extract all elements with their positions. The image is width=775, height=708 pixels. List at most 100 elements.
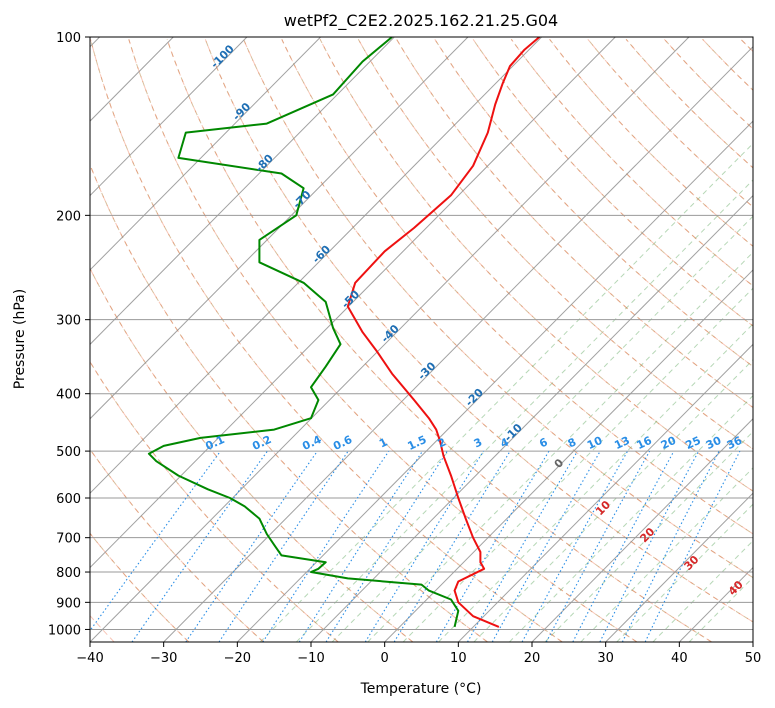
mixing-ratio-label: 10 xyxy=(585,434,605,452)
mixing-ratio-label: 0.2 xyxy=(250,433,273,453)
x-tick-label: −40 xyxy=(76,651,103,666)
x-tick-label: 30 xyxy=(597,651,614,666)
mixing-ratio-label: 3 xyxy=(472,435,484,450)
adiabat-line xyxy=(128,39,638,642)
mixing-ratio-label: 1.5 xyxy=(405,433,428,453)
isotherm-line xyxy=(90,37,616,569)
mixing-ratio-label: 6 xyxy=(537,435,550,450)
adiabat-line xyxy=(549,38,753,247)
isotherm-line xyxy=(90,37,542,494)
isotherm-label: -50 xyxy=(339,288,362,311)
x-tick-label: 20 xyxy=(524,651,541,666)
moist-adiabat-line xyxy=(652,540,753,642)
moist-adiabat-label: 10 xyxy=(593,498,613,518)
isotherm-line xyxy=(163,46,753,642)
mixing-ratio-label: 36 xyxy=(725,434,745,452)
dry-adiabat-line xyxy=(510,39,753,287)
adiabat-line xyxy=(90,448,264,642)
mixing-ratio-line xyxy=(131,450,268,642)
isotherm-line xyxy=(236,120,753,642)
isotherm-line xyxy=(90,37,321,271)
x-tick-label: 50 xyxy=(745,651,762,666)
isotherm-line xyxy=(90,37,690,642)
adiabat-line xyxy=(319,39,753,492)
y-tick-label: 200 xyxy=(56,209,81,224)
dry-adiabat-line xyxy=(90,163,488,642)
dry-adiabat-line xyxy=(204,39,753,623)
dry-adiabat-line xyxy=(396,39,753,409)
x-tick-label: −10 xyxy=(297,651,324,666)
y-tick-label: 400 xyxy=(56,388,81,403)
y-tick-label: 500 xyxy=(56,445,81,460)
dewpoint-line xyxy=(147,37,460,628)
temperature-line xyxy=(346,37,541,628)
adiabat-line xyxy=(625,38,753,169)
isotherm-label: -40 xyxy=(379,322,402,345)
moist-adiabat-line xyxy=(259,142,753,642)
moist-adiabat-label: 40 xyxy=(726,578,746,598)
x-axis: −40 −30 −20 −10 0 10 20 30 40 50 xyxy=(76,642,761,666)
x-tick-label: −30 xyxy=(150,651,177,666)
mixing-ratio-label: 0.6 xyxy=(331,433,354,453)
isotherm-line xyxy=(90,37,248,197)
x-tick-label: 10 xyxy=(450,651,467,666)
moist-adiabat-line xyxy=(367,251,753,642)
dry-adiabat-line xyxy=(319,39,753,492)
dry-adiabat-line xyxy=(128,39,638,642)
mixing-ratio-label: 25 xyxy=(683,434,702,452)
mixing-ratio-line xyxy=(325,450,448,642)
adiabat-line xyxy=(472,39,753,327)
mixing-ratio-line xyxy=(185,450,318,642)
dry-adiabat-line xyxy=(434,39,753,368)
dry-adiabat-line xyxy=(472,39,753,327)
mixing-ratio-line xyxy=(545,450,651,642)
adiabat-line xyxy=(90,532,190,642)
isotherm-line xyxy=(90,37,469,420)
y-tick-label: 600 xyxy=(56,492,81,507)
mixing-ratio-label: 1 xyxy=(377,435,389,450)
adiabat-line xyxy=(396,39,753,409)
mixing-ratio-line xyxy=(364,450,484,642)
mixing-ratio-label: 30 xyxy=(704,434,724,452)
adiabat-line xyxy=(357,39,753,450)
mixing-ratio-line xyxy=(644,450,741,642)
y-tick-label: 100 xyxy=(56,31,81,46)
mixing-ratio-line xyxy=(521,450,629,642)
mixing-ratio-label: 20 xyxy=(659,434,679,452)
y-tick-label: 300 xyxy=(56,314,81,329)
isotherm-label: -20 xyxy=(463,386,486,409)
y-tick-label: 800 xyxy=(56,566,81,581)
isotherm-line xyxy=(457,343,753,642)
moist-adiabat-label: 30 xyxy=(682,553,702,573)
y-axis-label: Pressure (hPa) xyxy=(12,289,28,389)
y-tick-label: 900 xyxy=(56,596,81,611)
isotherm-label: -70 xyxy=(290,188,313,211)
isotherm-label: -60 xyxy=(310,242,333,265)
moist-adiabat-line xyxy=(509,394,753,642)
moist-adiabat-line xyxy=(580,467,753,642)
dry-adiabat-line xyxy=(90,267,414,642)
isotherm-line xyxy=(531,418,753,642)
isotherm-label: -90 xyxy=(230,100,253,123)
mixing-ratio-label: 0.4 xyxy=(300,433,323,453)
mixing-ratio-label: 2 xyxy=(436,435,448,450)
moist-adiabat-line xyxy=(402,287,753,642)
isotherm-line xyxy=(384,269,753,642)
mixing-ratio-line xyxy=(621,450,720,642)
dry-adiabat-line xyxy=(740,38,753,53)
mixing-ratio-line xyxy=(262,450,390,642)
isotherm-line xyxy=(678,566,753,642)
adiabat-line xyxy=(90,267,414,642)
dry-adiabat-line xyxy=(587,38,753,208)
background-lines xyxy=(90,37,753,642)
adiabat-line xyxy=(90,163,488,642)
moist-adiabat-line xyxy=(331,215,753,642)
dry-adiabat-line xyxy=(90,360,339,642)
y-axis: 100 200 300 400 500 600 700 800 900 1000 xyxy=(48,31,90,638)
mixing-ratio-line xyxy=(218,450,349,642)
dry-adiabat-line xyxy=(90,448,264,642)
x-tick-label: 0 xyxy=(381,651,389,666)
isotherm-line xyxy=(90,37,395,346)
mixing-ratio-line xyxy=(393,450,511,642)
